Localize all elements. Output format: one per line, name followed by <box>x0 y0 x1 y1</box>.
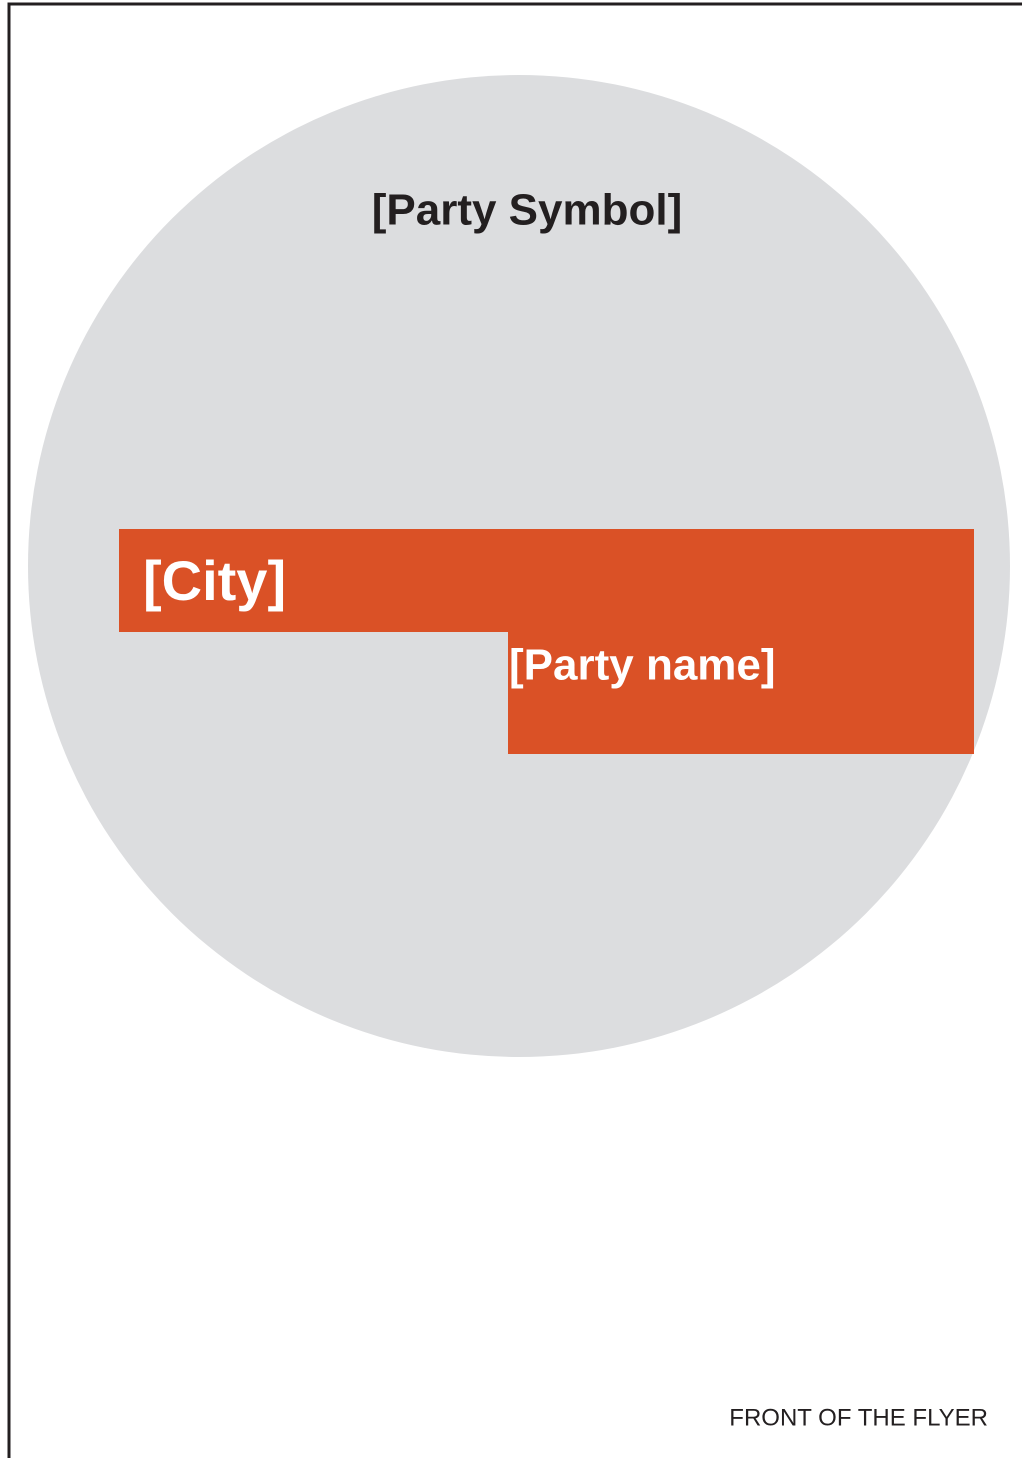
footer-text: FRONT OF THE FLYER <box>729 1404 988 1431</box>
city-band <box>119 529 974 632</box>
city-text: [City] <box>143 549 286 612</box>
name-band <box>508 631 974 754</box>
border <box>7 2 1022 1458</box>
party-name-text: [Party name] <box>509 641 776 690</box>
symbol-text: [Party Symbol] <box>372 186 683 235</box>
